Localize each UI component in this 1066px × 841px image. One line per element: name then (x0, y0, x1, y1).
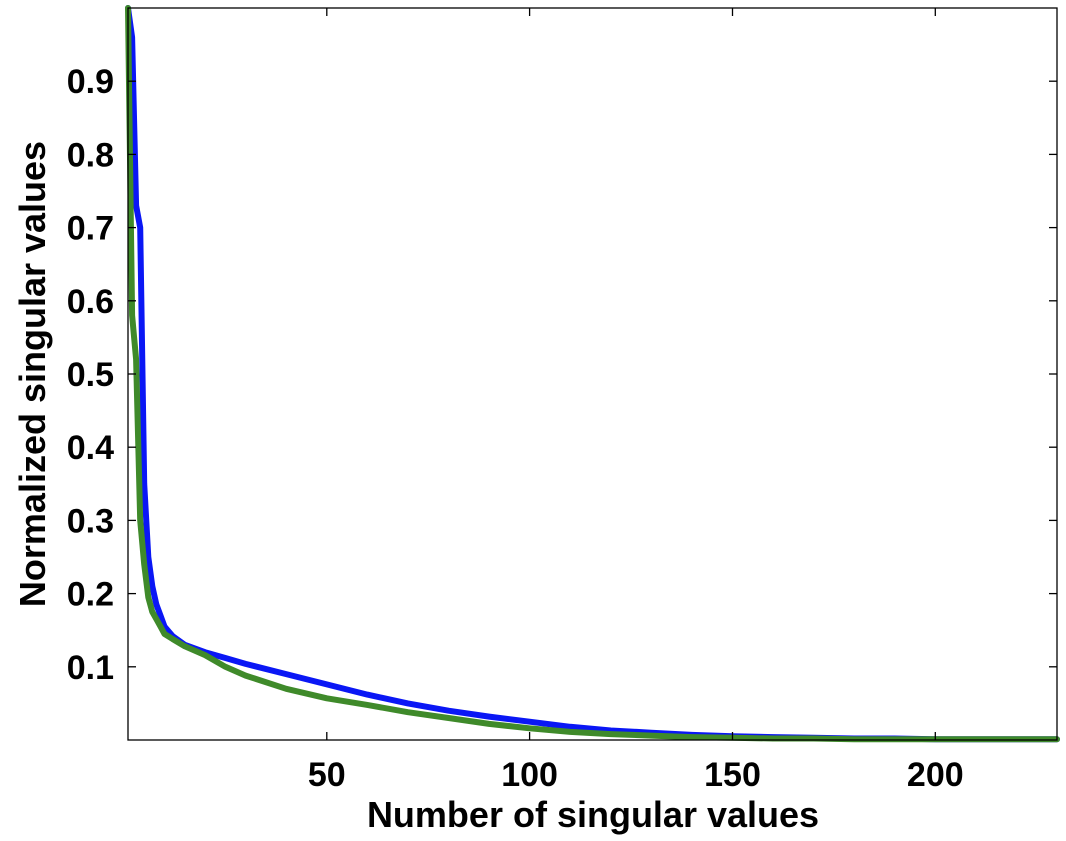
x-tick-label: 150 (704, 756, 761, 794)
axes-frame (127, 7, 1058, 741)
series-line-2 (125, 5, 1060, 743)
y-tick-label: 0.9 (67, 63, 114, 101)
y-tick-label: 0.4 (67, 429, 114, 467)
series-layer (125, 5, 1060, 743)
x-axis-label: Number of singular values (367, 794, 819, 835)
y-tick-label: 0.2 (67, 576, 114, 614)
tick-layer: 50 100 150 200 0.1 0.2 0.3 0.4 0.5 0.6 0.7 0.8 0.9 (67, 8, 1057, 794)
y-axis-label: Normalized singular values (12, 141, 53, 607)
x-tick-label: 100 (501, 756, 558, 794)
x-tick-label: 50 (308, 756, 346, 794)
y-tick-label: 0.1 (67, 649, 114, 687)
y-tick-label: 0.6 (67, 283, 114, 321)
y-tick-label: 0.5 (67, 356, 114, 394)
series-line-1 (125, 5, 1060, 743)
y-tick-label: 0.7 (67, 210, 114, 248)
x-tick-label: 200 (907, 756, 964, 794)
y-tick-label: 0.8 (67, 136, 114, 174)
y-tick-label: 0.3 (67, 502, 114, 540)
